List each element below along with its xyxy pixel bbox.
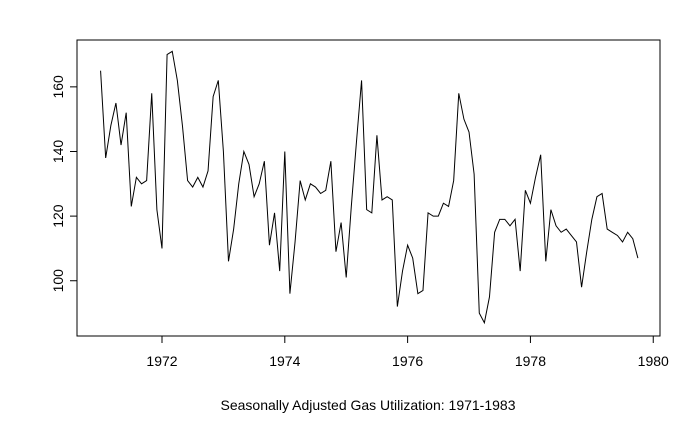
plot-box [76, 39, 661, 337]
y-tick-label: 120 [50, 204, 66, 228]
y-tick-label: 160 [50, 75, 66, 99]
y-tick-label: 140 [50, 140, 66, 164]
x-tick-label: 1978 [515, 353, 546, 369]
x-tick-label: 1972 [146, 353, 177, 369]
x-axis-label: Seasonally Adjusted Gas Utilization: 197… [221, 397, 516, 413]
x-tick-label: 1980 [638, 353, 669, 369]
series-line [100, 50, 639, 325]
x-tick-label: 1974 [269, 353, 300, 369]
y-tick-label: 100 [50, 269, 66, 293]
x-tick-label: 1976 [392, 353, 423, 369]
